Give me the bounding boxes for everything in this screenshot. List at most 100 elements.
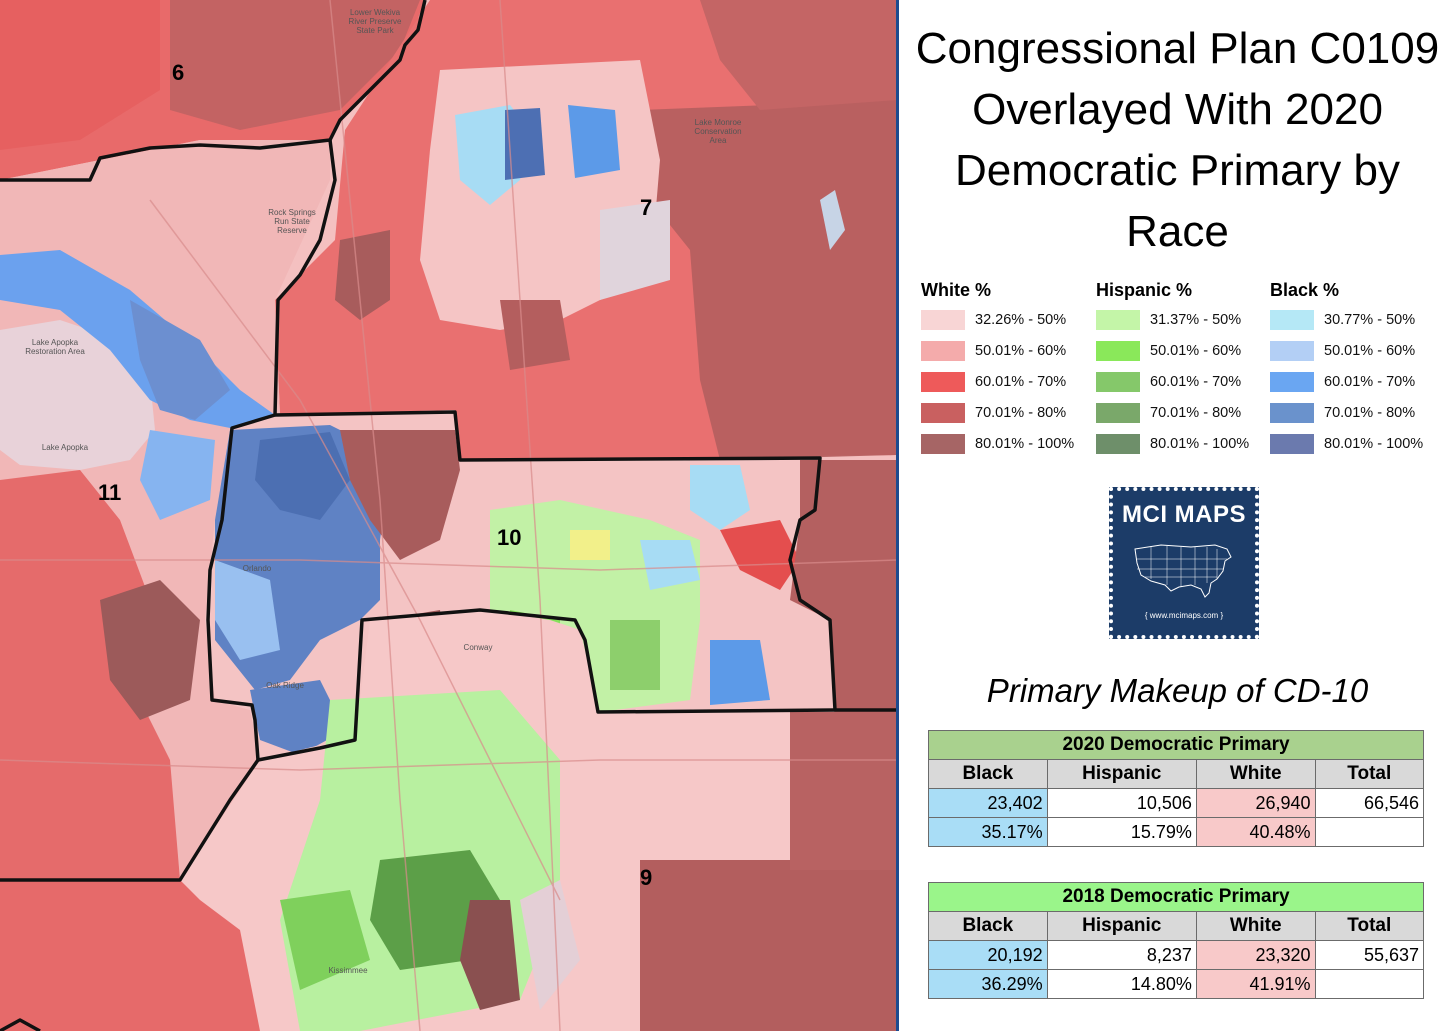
legend-item: 31.37% - 50% bbox=[1096, 304, 1271, 335]
place-label-lake-monroe: Lake Monroe Conservation Area bbox=[694, 118, 742, 145]
cell-hispanic-percent: 15.79% bbox=[1046, 817, 1197, 847]
header-total: Total bbox=[1314, 911, 1425, 941]
region-d10-blue-light bbox=[215, 560, 280, 660]
legend-item: 50.01% - 60% bbox=[1096, 335, 1271, 366]
legend-swatch bbox=[921, 402, 965, 423]
table-row-percents: 35.17% 15.79% 40.48% bbox=[928, 817, 1425, 847]
mci-maps-logo: MCI MAPS { www.mcimaps.com } bbox=[1109, 487, 1259, 639]
region-d7-blue-mid bbox=[568, 105, 620, 178]
place-label-conway: Conway bbox=[463, 643, 493, 652]
usa-map-icon bbox=[1134, 544, 1232, 598]
legend-swatch bbox=[921, 433, 965, 454]
region-d10-east-blue bbox=[710, 640, 770, 705]
legend-label: 60.01% - 70% bbox=[975, 373, 1067, 390]
header-hispanic: Hispanic bbox=[1046, 911, 1197, 941]
region-d11-blue-2 bbox=[140, 430, 215, 520]
legend-item: 50.01% - 60% bbox=[1270, 335, 1445, 366]
region-d7-dark-2 bbox=[500, 300, 570, 370]
legend-item: 80.01% - 100% bbox=[921, 428, 1096, 459]
logo-url: { www.mcimaps.com } bbox=[1144, 611, 1224, 620]
legend-label: 32.26% - 50% bbox=[975, 311, 1067, 328]
cell-hispanic-count: 8,237 bbox=[1046, 940, 1197, 970]
region-d10-blue-south bbox=[250, 680, 345, 755]
district-label-10: 10 bbox=[497, 525, 522, 550]
cell-total-count: 66,546 bbox=[1314, 788, 1425, 818]
region-d9-sw bbox=[0, 880, 260, 1031]
district-label-11: 11 bbox=[98, 480, 122, 505]
legend-item: 50.01% - 60% bbox=[921, 335, 1096, 366]
boundary-d10-d9 bbox=[257, 608, 836, 762]
cell-black-count: 20,192 bbox=[928, 940, 1048, 970]
legend-item: 80.01% - 100% bbox=[1270, 428, 1445, 459]
cell-total-count: 55,637 bbox=[1314, 940, 1425, 970]
legend-item: 30.77% - 50% bbox=[1270, 304, 1445, 335]
table-caption-row: 2018 Democratic Primary bbox=[928, 882, 1424, 912]
legend-heading: Hispanic % bbox=[1096, 280, 1193, 300]
table-header-row: Black Hispanic White Total bbox=[928, 911, 1425, 941]
boundary-d11-d7 bbox=[273, 139, 337, 416]
region-d7-blue-dark bbox=[505, 108, 545, 180]
cell-white-percent: 40.48% bbox=[1195, 817, 1316, 847]
map-title: Congressional Plan C0109 Overlayed With … bbox=[915, 24, 1440, 256]
header-black: Black bbox=[928, 759, 1048, 789]
district-label-6: 6 bbox=[172, 60, 185, 85]
table-2018-primary: 2018 Democratic Primary Black Hispanic W… bbox=[928, 882, 1425, 999]
lake-east bbox=[820, 190, 845, 250]
legend-swatch bbox=[1270, 371, 1314, 392]
logo-title: MCI MAPS bbox=[1122, 501, 1246, 528]
region-d11-dark bbox=[100, 580, 200, 720]
region-d7-east-dark bbox=[640, 100, 896, 460]
region-d9-green-mid bbox=[280, 890, 370, 990]
district-label-9: 9 bbox=[640, 865, 653, 890]
boundary-d7-d10 bbox=[274, 410, 896, 712]
header-black: Black bbox=[928, 911, 1048, 941]
region-d7-grey bbox=[600, 200, 670, 300]
place-label-rock-springs: Rock Springs Run State Reserve bbox=[268, 208, 316, 235]
cell-white-count: 26,940 bbox=[1195, 788, 1316, 818]
cell-hispanic-percent: 14.80% bbox=[1046, 969, 1197, 999]
district-map[interactable]: 6 7 10 11 9 Lower Wekiva River Preserve … bbox=[0, 0, 896, 1031]
region-d11-blue-dark bbox=[130, 300, 230, 420]
region-d10-east-blue-light bbox=[690, 465, 750, 530]
header-total: Total bbox=[1314, 759, 1425, 789]
cell-total-percent bbox=[1314, 969, 1425, 999]
place-label-lower-wekiva: Lower Wekiva River Preserve State Park bbox=[348, 8, 402, 35]
table-caption: 2020 Democratic Primary bbox=[928, 730, 1424, 760]
cell-black-percent: 36.29% bbox=[928, 969, 1048, 999]
header-hispanic: Hispanic bbox=[1046, 759, 1197, 789]
table-caption-row: 2020 Democratic Primary bbox=[928, 730, 1424, 760]
district-label-7: 7 bbox=[640, 195, 653, 220]
boundary-d11-d10 bbox=[206, 413, 276, 761]
legend-label: 50.01% - 60% bbox=[975, 342, 1067, 359]
cell-hispanic-count: 10,506 bbox=[1046, 788, 1197, 818]
cell-white-percent: 41.91% bbox=[1195, 969, 1316, 999]
region-d10-yellow bbox=[570, 530, 610, 560]
legend-swatch bbox=[1096, 402, 1140, 423]
place-label-lake-apopka: Lake Apopka bbox=[41, 443, 89, 452]
cell-white-count: 23,320 bbox=[1195, 940, 1316, 970]
district-boundaries bbox=[0, 0, 896, 1031]
map-canvas bbox=[0, 0, 896, 1031]
place-label-lake-apopka-restoration: Lake Apopka Restoration Area bbox=[25, 338, 85, 356]
table-row-counts: 20,192 8,237 23,320 55,637 bbox=[928, 940, 1425, 970]
legend-swatch bbox=[921, 340, 965, 361]
legend-black: Black % 30.77% - 50% 50.01% - 60% 60.01%… bbox=[1270, 280, 1445, 459]
legend-swatch bbox=[1270, 402, 1314, 423]
legend-label: 60.01% - 70% bbox=[1150, 373, 1242, 390]
legend-swatch bbox=[1096, 340, 1140, 361]
boundary-sw-corner bbox=[0, 1018, 41, 1031]
legend-item: 60.01% - 70% bbox=[1096, 366, 1271, 397]
region-d10-east-red bbox=[720, 520, 800, 590]
road-network bbox=[0, 0, 896, 1031]
legend-white: White % 32.26% - 50% 50.01% - 60% 60.01%… bbox=[921, 280, 1096, 459]
region-d10-blue-patch bbox=[640, 540, 700, 590]
legend-label: 50.01% - 60% bbox=[1150, 342, 1242, 359]
region-d9-east-dark bbox=[640, 860, 896, 1031]
region-d9-grey bbox=[520, 880, 580, 1010]
legend-item: 70.01% - 80% bbox=[1270, 397, 1445, 428]
legend-heading: Black % bbox=[1270, 280, 1340, 300]
cell-black-count: 23,402 bbox=[928, 788, 1048, 818]
legend-heading: White % bbox=[921, 280, 991, 300]
legend-label: 60.01% - 70% bbox=[1324, 373, 1416, 390]
legend-item: 80.01% - 100% bbox=[1096, 428, 1271, 459]
